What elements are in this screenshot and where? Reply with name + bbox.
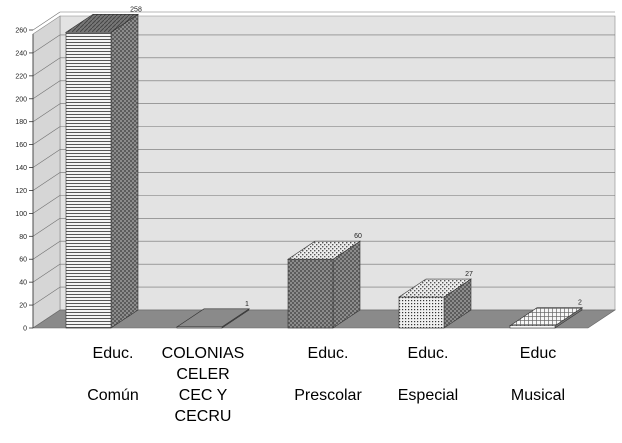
category-label-line xyxy=(67,364,159,385)
gridline xyxy=(32,34,61,54)
bar-front xyxy=(398,296,445,329)
y-axis: 0 20 40 60 80 100 120 140 160 180 200 220 240 260 xyxy=(15,28,34,333)
data-labels: 258 1 60 27 2 xyxy=(130,6,582,308)
category-label-line xyxy=(282,406,374,427)
bar-top xyxy=(287,240,361,260)
side-wall xyxy=(32,15,61,329)
category-label-line: CEC Y xyxy=(178,387,228,404)
bar-1 xyxy=(176,308,250,329)
gridline xyxy=(32,80,61,100)
gridline xyxy=(32,286,61,306)
category-label-line: Común xyxy=(87,387,139,404)
y-tick-label: 240 xyxy=(15,50,27,57)
y-tick-label: 180 xyxy=(15,119,27,126)
y-tick-label: 200 xyxy=(15,96,27,103)
gridline xyxy=(32,240,61,260)
category-label-line: Musical xyxy=(510,387,566,404)
data-label: 1 xyxy=(245,301,249,308)
category-label-line xyxy=(382,364,474,385)
bar-top xyxy=(176,308,250,328)
category-label-line xyxy=(492,364,584,385)
category-label-line: Educ. xyxy=(407,345,449,362)
bars xyxy=(65,13,583,329)
category-label-line xyxy=(492,406,584,427)
gridline xyxy=(32,103,61,122)
category-label-line: Educ. xyxy=(92,345,134,362)
bar-side xyxy=(110,13,139,329)
gridline xyxy=(32,218,61,237)
category-label-line xyxy=(67,406,159,427)
category-label: Educ. Común xyxy=(67,343,159,427)
category-label-line: CELER xyxy=(176,366,230,383)
bar-3 xyxy=(398,278,472,329)
data-label: 258 xyxy=(130,6,142,13)
category-label: Educ Musical xyxy=(492,343,584,427)
bar-top xyxy=(398,278,472,298)
y-tick-label: 0 xyxy=(23,326,27,333)
y-tick-label: 60 xyxy=(19,257,27,264)
category-label-line: Prescolar xyxy=(294,387,362,404)
bar-top xyxy=(65,13,139,33)
bar-front xyxy=(287,258,334,329)
y-tick-label: 100 xyxy=(15,211,27,218)
y-tick-label: 160 xyxy=(15,142,27,149)
bar-0 xyxy=(65,13,139,329)
gridline xyxy=(32,126,61,145)
gridline xyxy=(32,57,61,77)
category-label-line xyxy=(382,406,474,427)
gridline xyxy=(32,309,61,329)
category-label-line: Especial xyxy=(397,387,459,404)
gridline xyxy=(32,172,61,191)
bar-4 xyxy=(509,307,583,329)
category-label: Educ. Prescolar xyxy=(282,343,374,427)
category-label: COLONIAS CELER CEC Y CECRU xyxy=(157,343,249,427)
y-tick-label: 260 xyxy=(15,28,27,35)
bar-2 xyxy=(287,240,361,329)
y-tick-label: 120 xyxy=(15,188,27,195)
data-label: 27 xyxy=(465,271,473,278)
data-label: 2 xyxy=(578,300,582,307)
y-tick-label: 140 xyxy=(15,165,27,172)
bar-front xyxy=(65,31,112,329)
gridline xyxy=(32,195,61,214)
category-label-line: Educ. xyxy=(307,345,349,362)
gridline xyxy=(32,149,61,168)
category-label-line: Educ xyxy=(519,345,557,362)
gridline xyxy=(32,263,61,283)
bar-front xyxy=(509,325,556,329)
y-tick-label: 40 xyxy=(19,280,27,287)
category-label-line xyxy=(282,364,374,385)
data-label: 60 xyxy=(354,233,362,240)
category-label-line: CECRU xyxy=(174,408,232,425)
bar-top xyxy=(509,307,583,327)
y-tick-label: 220 xyxy=(15,73,27,80)
y-tick-label: 80 xyxy=(19,234,27,241)
gridline xyxy=(32,11,61,31)
y-tick-label: 20 xyxy=(19,303,27,310)
category-label: Educ. Especial xyxy=(382,343,474,427)
category-label-line: COLONIAS xyxy=(161,345,245,362)
